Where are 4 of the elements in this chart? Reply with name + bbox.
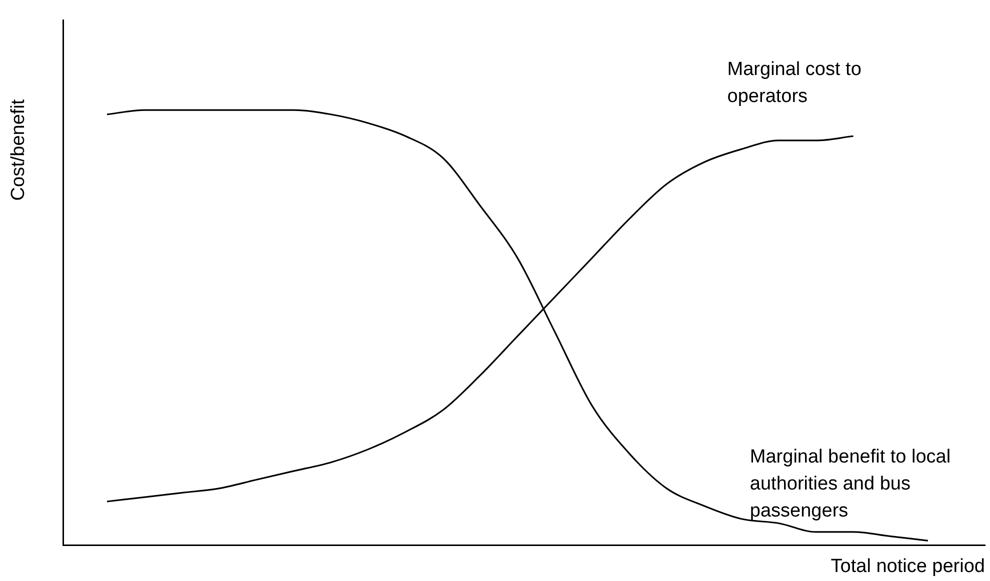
y-axis-title: Cost/benefit [8,98,29,201]
series-label: Marginal cost to operators [727,59,862,108]
x-axis-title: Total notice period [830,556,985,577]
series-label: Marginal benefit to local authorities and bus passengers [750,446,951,522]
